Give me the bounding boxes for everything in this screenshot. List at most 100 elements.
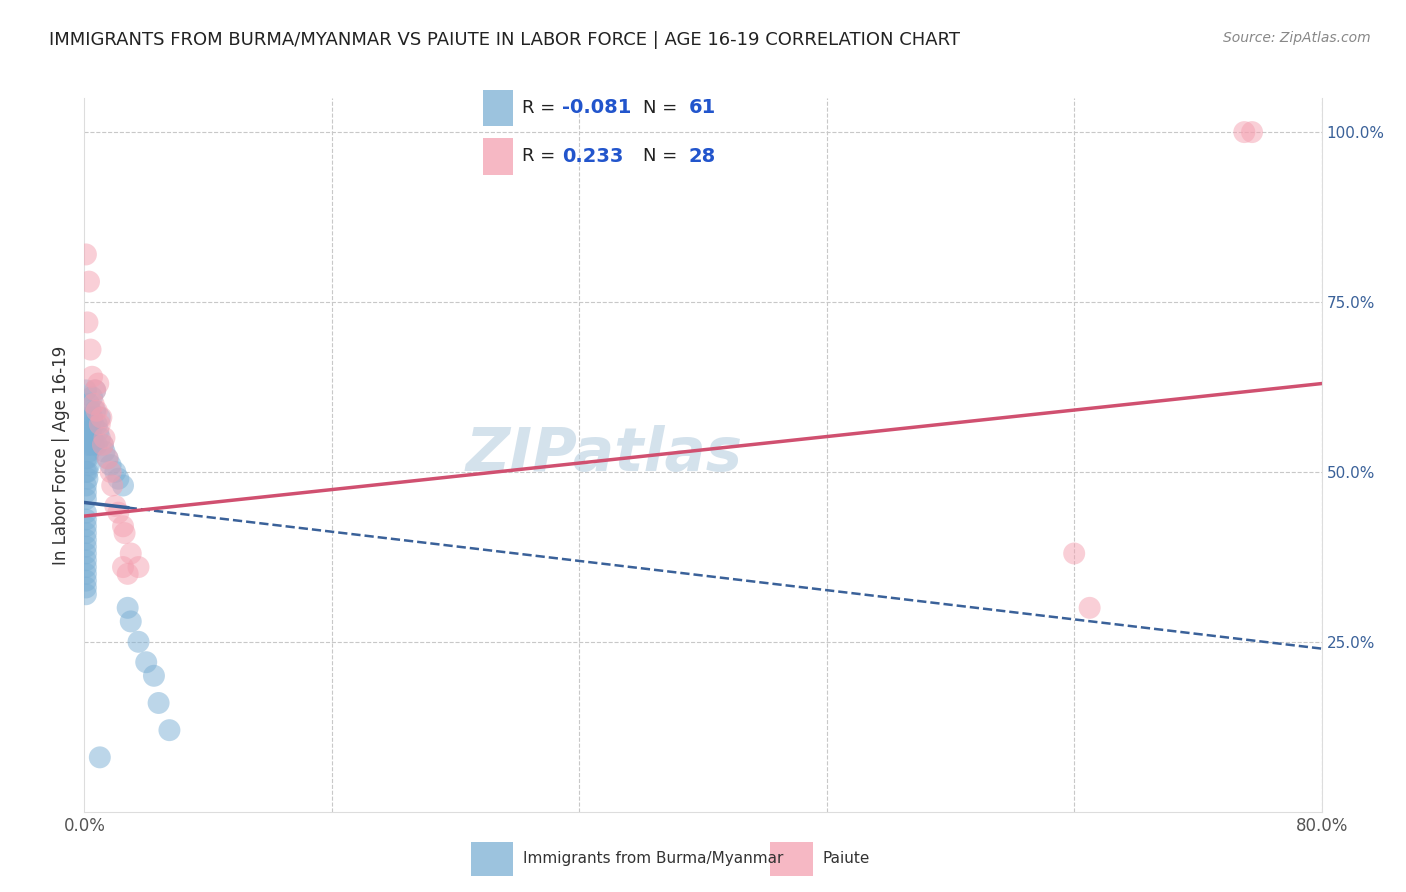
Point [112,560,135,574]
Point [75,431,97,445]
Point [75,478,97,492]
Point [91,438,114,452]
Point [93,444,115,458]
Text: 0.233: 0.233 [562,146,623,166]
Point [75,553,97,567]
Point [77,444,100,458]
Point [91,438,114,452]
Text: R =: R = [523,147,567,165]
Point [76,438,98,452]
Point [87,376,110,391]
Point [112,478,135,492]
Point [86,438,108,452]
Point [89,417,111,432]
Point [83,417,105,432]
Point [75,560,97,574]
Point [128,560,150,574]
Text: IMMIGRANTS FROM BURMA/MYANMAR VS PAIUTE IN LABOR FORCE | AGE 16-19 CORRELATION C: IMMIGRANTS FROM BURMA/MYANMAR VS PAIUTE … [49,31,960,49]
Point [104,499,127,513]
Point [1233,125,1256,139]
Point [117,566,139,581]
Point [97,451,120,466]
Point [75,540,97,554]
Point [79,343,101,357]
Point [79,438,101,452]
Point [75,506,97,520]
Point [77,275,100,289]
Point [82,390,104,404]
Point [77,397,100,411]
Text: ZIPatlas: ZIPatlas [465,425,742,484]
Point [84,384,107,398]
Point [90,410,112,425]
Point [75,587,97,601]
Point [76,472,98,486]
Point [75,546,97,560]
Point [75,519,97,533]
Point [1241,125,1264,139]
Point [100,458,122,472]
Point [77,431,100,445]
Text: Immigrants from Burma/Myanmar: Immigrants from Burma/Myanmar [523,852,783,866]
Point [104,465,127,479]
Point [159,723,181,738]
Point [76,424,98,438]
Point [75,465,97,479]
Point [97,451,120,466]
Point [75,492,97,507]
Bar [484,89,513,127]
Point [107,506,129,520]
Point [79,403,101,417]
Point [83,438,105,452]
Point [89,750,111,764]
Point [1078,600,1101,615]
Point [128,635,150,649]
Text: Source: ZipAtlas.com: Source: ZipAtlas.com [1223,31,1371,45]
Text: N =: N = [644,147,683,165]
Point [75,485,97,500]
Point [148,696,170,710]
Point [75,512,97,526]
Point [76,315,98,329]
Point [89,410,111,425]
Point [112,519,135,533]
Point [100,465,122,479]
Point [75,526,97,541]
Point [114,526,136,541]
Point [77,417,100,432]
Text: 28: 28 [689,146,716,166]
Point [75,566,97,581]
Point [1063,546,1085,560]
Point [75,384,97,398]
Point [86,417,108,432]
Point [89,431,111,445]
Point [93,431,115,445]
Point [75,581,97,595]
Point [143,669,166,683]
Point [84,403,107,417]
Point [87,424,110,438]
Point [120,546,142,560]
Point [79,424,101,438]
Point [135,655,157,669]
Bar [484,137,513,175]
Text: -0.081: -0.081 [562,98,631,118]
Point [107,472,129,486]
Text: 61: 61 [689,98,716,118]
Point [82,369,104,384]
Point [82,431,104,445]
Point [83,397,105,411]
Point [76,451,98,466]
Point [75,574,97,588]
Point [77,458,100,472]
Point [75,533,97,547]
Point [75,247,97,261]
Point [101,478,124,492]
Y-axis label: In Labor Force | Age 16-19: In Labor Force | Age 16-19 [52,345,70,565]
Point [120,615,142,629]
Point [76,410,98,425]
Point [117,600,139,615]
Point [76,465,98,479]
Text: R =: R = [523,99,561,117]
Point [84,384,107,398]
